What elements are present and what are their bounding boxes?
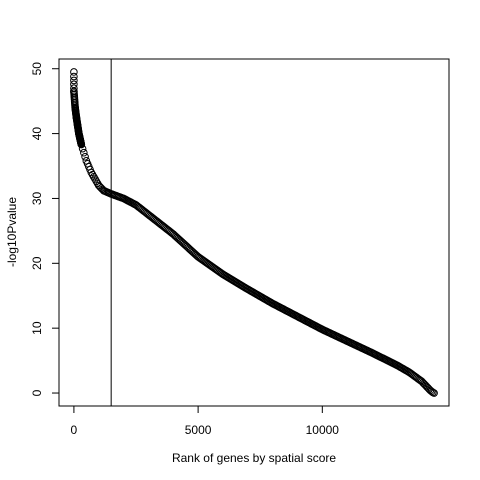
y-axis-title: -log10Pvalue <box>5 197 19 267</box>
x-tick-label: 5000 <box>185 423 212 437</box>
data-point <box>70 84 78 92</box>
plot-frame <box>58 58 450 407</box>
data-points <box>70 68 438 397</box>
x-tick-label: 10000 <box>306 423 340 437</box>
y-tick-label: 10 <box>30 321 44 335</box>
data-point <box>70 68 78 76</box>
data-point <box>81 152 89 161</box>
y-axis: 0 10 20 30 40 50 <box>30 62 60 396</box>
x-axis-title: Rank of genes by spatial score <box>172 451 336 465</box>
x-tick-label: 0 <box>71 423 78 437</box>
y-tick-label: 20 <box>30 256 44 270</box>
data-point <box>80 148 88 157</box>
x-axis: 0 5000 10000 <box>71 405 340 437</box>
y-tick-label: 0 <box>30 389 44 396</box>
data-point <box>70 80 78 89</box>
y-tick-label: 50 <box>30 62 44 76</box>
y-tick-label: 30 <box>30 191 44 205</box>
data-point <box>77 140 86 148</box>
data-point <box>70 72 78 81</box>
data-point <box>430 389 438 397</box>
data-point <box>70 76 78 85</box>
y-tick-label: 40 <box>30 127 44 141</box>
